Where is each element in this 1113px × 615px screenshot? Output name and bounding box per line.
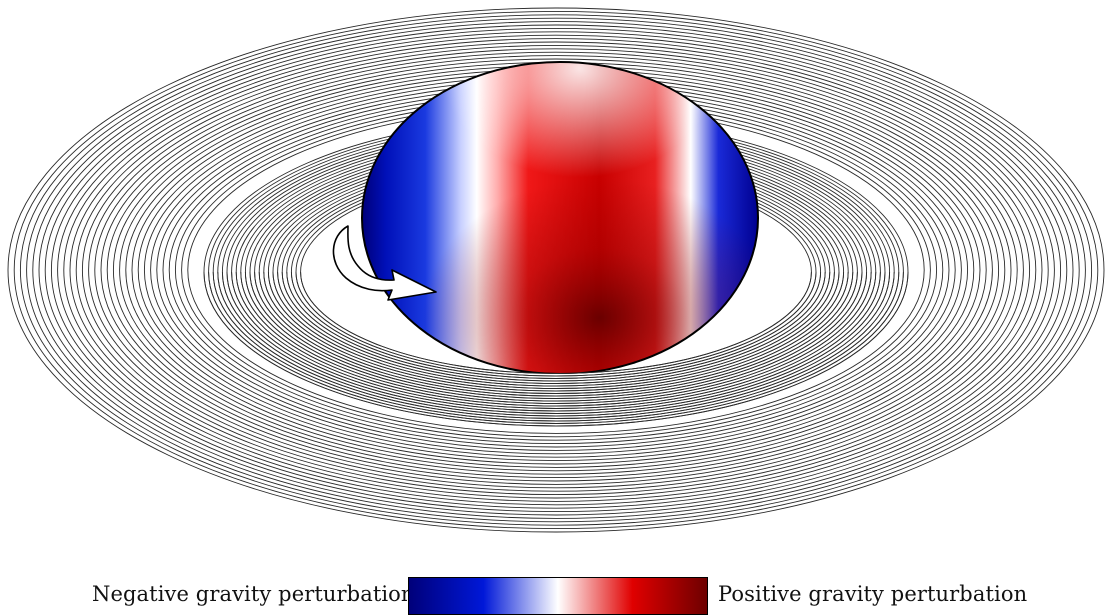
ring-line — [44, 27, 1068, 513]
ring-line — [13, 10, 1099, 530]
ring-line — [7, 7, 1105, 533]
ring-front-arcs — [203, 271, 909, 427]
ring-front-line — [263, 271, 849, 394]
ring-front-line — [235, 271, 877, 409]
ring-line — [38, 24, 1074, 516]
planet-sphere — [361, 61, 759, 374]
colorbar-legend: Negative gravity perturbation Positive g… — [0, 574, 1113, 615]
ring-front-line — [240, 271, 872, 407]
ring-front-line — [258, 271, 854, 397]
ring-front-line — [272, 271, 840, 389]
ring-line — [75, 44, 1037, 496]
ring-line — [100, 58, 1012, 482]
ring-line — [57, 34, 1055, 506]
ring-line — [81, 48, 1031, 492]
ring-line — [69, 41, 1043, 499]
ring-line — [63, 38, 1049, 502]
ring-front-line — [203, 271, 909, 427]
ring-front-line — [221, 271, 891, 417]
positive-perturbation-label: Positive gravity perturbation — [718, 582, 1028, 606]
ring-front-line — [295, 271, 817, 377]
ring-line — [26, 17, 1086, 523]
ring-line — [32, 21, 1080, 519]
ring-front-line — [300, 271, 812, 374]
ring-front-line — [249, 271, 863, 402]
negative-perturbation-label: Negative gravity perturbation — [92, 582, 415, 606]
ring-front-line — [281, 271, 831, 384]
colorbar — [408, 577, 708, 615]
planet-ring-diagram — [7, 7, 1105, 533]
curved-rotation-arrow-icon — [332, 225, 437, 301]
ring-front-line — [217, 271, 895, 419]
ring-line — [50, 31, 1062, 509]
ring-front-line — [267, 271, 845, 392]
ring-front-line — [231, 271, 881, 412]
ring-front-line — [212, 271, 900, 422]
ring-front-line — [254, 271, 858, 399]
ring-front-line — [286, 271, 826, 382]
ring-line — [88, 51, 1024, 489]
ring-line — [19, 14, 1093, 526]
ring-front-line — [244, 271, 868, 404]
ring-line — [94, 55, 1018, 485]
ring-front-line — [277, 271, 835, 387]
ring-front-line — [208, 271, 904, 424]
ring-front-line — [290, 271, 822, 379]
ring-front-line — [226, 271, 886, 414]
